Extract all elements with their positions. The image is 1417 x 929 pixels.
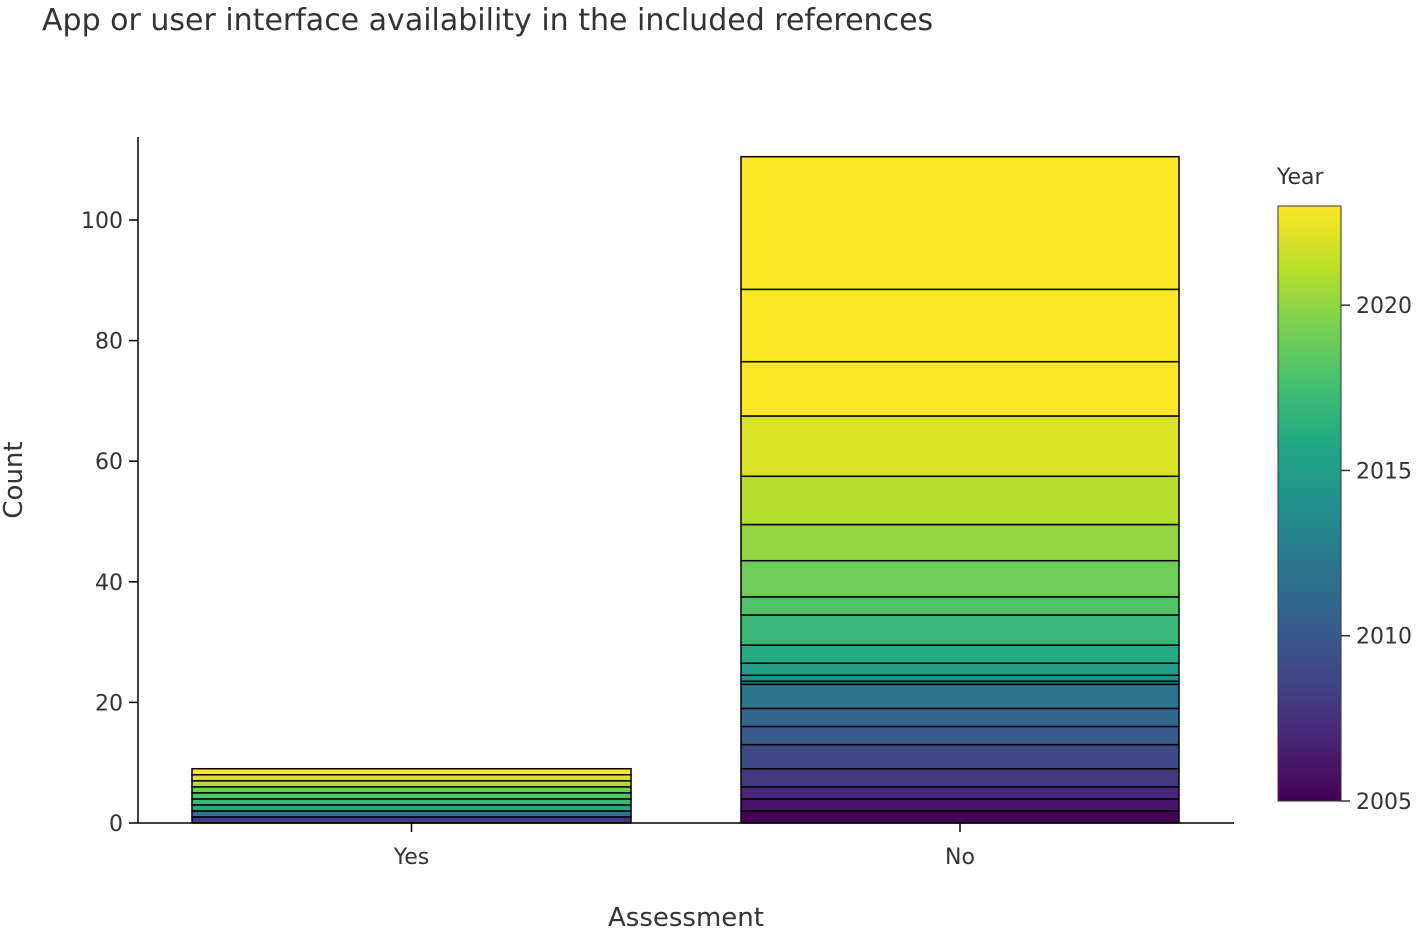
y-axis-title: Count xyxy=(0,441,29,518)
bar-segment-yes-2008 xyxy=(191,816,632,824)
colorbar xyxy=(1277,205,1342,802)
colorbar-tick-label: 2015 xyxy=(1356,459,1412,484)
y-tick-label: 40 xyxy=(95,571,123,596)
bar-segment-yes-2019 xyxy=(191,786,632,794)
bar-segment-no-2010 xyxy=(740,725,1180,746)
y-tick-label: 20 xyxy=(95,691,123,716)
bar-segment-no-2025 xyxy=(740,155,1180,291)
bar-segment-no-2022 xyxy=(740,415,1180,478)
bar-segment-no-2023 xyxy=(740,360,1180,417)
bar-segment-no-2012 xyxy=(740,683,1180,710)
bar-segment-no-2020 xyxy=(740,523,1180,562)
bar-segment-no-2006 xyxy=(740,798,1180,812)
bars-layer xyxy=(191,155,1180,824)
bar-segment-yes-2016 xyxy=(191,804,632,812)
bar-segment-yes-2018 xyxy=(191,792,632,800)
bar-segment-yes-2012 xyxy=(191,810,632,818)
colorbar-tick-label: 2020 xyxy=(1356,294,1412,319)
colorbar-tick-label: 2005 xyxy=(1356,790,1412,815)
bar-segment-no-2009 xyxy=(740,743,1180,770)
bar-segment-no-2024 xyxy=(740,288,1180,363)
y-tick-label: 60 xyxy=(95,450,123,475)
chart-title: App or user interface availability in th… xyxy=(42,3,933,38)
x-ticks: Yes No xyxy=(393,823,975,870)
bar-segment-yes-2017 xyxy=(191,798,632,806)
y-ticks: 0 20 40 60 80 100 xyxy=(81,209,138,837)
x-tick-label: Yes xyxy=(393,845,430,870)
y-tick-label: 100 xyxy=(81,209,123,234)
bar-segment-yes-2022 xyxy=(191,774,632,782)
bar-segment-no-2005 xyxy=(740,810,1180,824)
bar-segment-no-2014 xyxy=(740,674,1180,683)
bar-segment-no-2019 xyxy=(740,559,1180,598)
bar-segment-no-2021 xyxy=(740,475,1180,526)
bar-segment-no-2016 xyxy=(740,644,1180,664)
colorbar-tick-label: 2010 xyxy=(1356,625,1412,650)
colorbar-title: Year xyxy=(1276,165,1325,190)
x-tick-label: No xyxy=(945,845,975,870)
bar-segment-no-2018 xyxy=(740,596,1180,616)
bar-segment-no-2017 xyxy=(740,614,1180,646)
y-tick-label: 80 xyxy=(95,330,123,355)
bar-segment-yes-2021 xyxy=(191,780,632,788)
y-tick-label: 0 xyxy=(109,812,123,837)
bar-segment-no-2011 xyxy=(740,707,1180,728)
bar-segment-yes-2023 xyxy=(191,767,632,776)
bar-segment-no-2015 xyxy=(740,662,1180,677)
bar-segment-no-2007 xyxy=(740,786,1180,800)
bar-segment-no-2008 xyxy=(740,767,1180,788)
colorbar-ticks: 2005 2010 2015 2020 xyxy=(1341,294,1412,815)
x-axis-title: Assessment xyxy=(608,903,764,929)
